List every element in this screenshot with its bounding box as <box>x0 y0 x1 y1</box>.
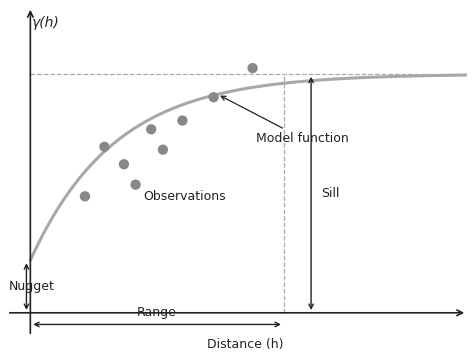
Text: Range: Range <box>137 306 177 319</box>
Text: Nugget: Nugget <box>9 280 55 293</box>
Point <box>179 118 186 124</box>
Point <box>159 147 167 153</box>
Text: Observations: Observations <box>144 190 226 203</box>
Point <box>132 182 139 188</box>
Point <box>81 193 89 199</box>
Text: Model function: Model function <box>221 96 349 145</box>
Text: Distance (h): Distance (h) <box>207 338 283 352</box>
Text: γ(h): γ(h) <box>32 16 60 30</box>
Point <box>249 65 256 71</box>
Point <box>100 144 108 150</box>
Point <box>210 95 218 100</box>
Point <box>147 126 155 132</box>
Point <box>120 161 128 167</box>
Text: Sill: Sill <box>321 187 339 200</box>
